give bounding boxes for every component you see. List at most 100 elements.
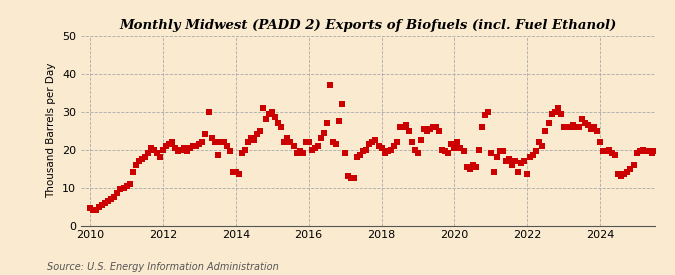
Point: [297, 151, 308, 156]
Point: [443, 151, 454, 156]
Point: [349, 176, 360, 180]
Point: [616, 174, 627, 178]
Point: [185, 145, 196, 150]
Point: [431, 125, 441, 129]
Point: [197, 140, 208, 144]
Point: [176, 147, 186, 152]
Point: [385, 147, 396, 152]
Point: [598, 149, 609, 154]
Point: [507, 163, 518, 167]
Point: [109, 195, 119, 199]
Point: [279, 140, 290, 144]
Point: [194, 142, 205, 146]
Point: [497, 149, 508, 154]
Point: [652, 149, 663, 154]
Point: [637, 147, 648, 152]
Point: [173, 149, 184, 154]
Point: [647, 151, 657, 156]
Point: [601, 149, 612, 154]
Point: [586, 126, 597, 131]
Point: [537, 144, 548, 148]
Point: [276, 125, 287, 129]
Point: [595, 140, 605, 144]
Point: [516, 161, 526, 165]
Point: [664, 153, 675, 158]
Point: [94, 205, 105, 210]
Point: [182, 149, 192, 154]
Point: [242, 140, 253, 144]
Point: [157, 147, 168, 152]
Point: [583, 123, 593, 127]
Point: [549, 109, 560, 114]
Point: [485, 151, 496, 156]
Point: [388, 144, 399, 148]
Point: [97, 202, 107, 207]
Point: [379, 151, 390, 156]
Point: [361, 147, 372, 152]
Point: [458, 149, 469, 154]
Point: [343, 174, 354, 178]
Point: [209, 140, 220, 144]
Point: [240, 147, 250, 152]
Point: [112, 191, 123, 196]
Point: [321, 121, 332, 125]
Point: [658, 149, 669, 154]
Point: [376, 145, 387, 150]
Point: [252, 132, 263, 137]
Point: [580, 121, 591, 125]
Point: [203, 109, 214, 114]
Point: [562, 125, 572, 129]
Point: [649, 149, 660, 154]
Point: [224, 149, 235, 154]
Point: [519, 159, 530, 163]
Point: [106, 197, 117, 201]
Point: [234, 172, 244, 177]
Point: [212, 153, 223, 158]
Point: [522, 172, 533, 177]
Point: [531, 149, 542, 154]
Point: [88, 207, 99, 212]
Point: [364, 142, 375, 146]
Point: [491, 155, 502, 160]
Point: [674, 151, 675, 156]
Point: [449, 145, 460, 150]
Point: [100, 200, 111, 205]
Point: [382, 149, 393, 154]
Point: [285, 140, 296, 144]
Text: Source: U.S. Energy Information Administration: Source: U.S. Energy Information Administ…: [47, 262, 279, 272]
Point: [643, 149, 654, 154]
Point: [291, 151, 302, 156]
Point: [215, 140, 226, 144]
Point: [236, 151, 247, 156]
Point: [504, 157, 514, 161]
Point: [167, 140, 178, 144]
Point: [139, 155, 150, 160]
Point: [355, 153, 366, 158]
Point: [470, 164, 481, 169]
Point: [392, 140, 402, 144]
Point: [628, 163, 639, 167]
Point: [191, 144, 202, 148]
Point: [340, 151, 350, 156]
Point: [333, 119, 344, 123]
Point: [337, 102, 348, 106]
Point: [331, 142, 342, 146]
Point: [221, 144, 232, 148]
Point: [607, 151, 618, 156]
Point: [300, 140, 311, 144]
Point: [169, 145, 180, 150]
Point: [631, 151, 642, 156]
Point: [489, 170, 500, 175]
Point: [161, 144, 171, 148]
Point: [325, 83, 335, 87]
Point: [130, 163, 141, 167]
Point: [261, 117, 271, 122]
Point: [367, 140, 378, 144]
Point: [327, 140, 338, 144]
Point: [294, 149, 305, 154]
Point: [121, 183, 132, 188]
Point: [477, 125, 487, 129]
Point: [461, 164, 472, 169]
Point: [142, 151, 153, 156]
Point: [218, 140, 229, 144]
